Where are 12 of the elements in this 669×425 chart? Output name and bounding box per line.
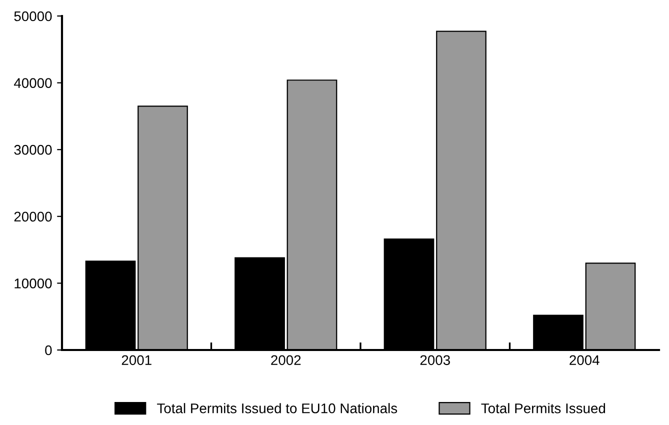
x-tick-label: 2003	[420, 355, 450, 366]
y-tick-label: 40000	[14, 78, 52, 88]
y-tick-label: 20000	[14, 212, 52, 222]
x-tick-label: 2001	[122, 355, 152, 366]
y-tick-label: 0	[45, 345, 52, 356]
x-tick-label: 2002	[271, 355, 301, 366]
x-tick-label: 2004	[570, 355, 600, 366]
legend-label: Total Permits Issued to EU10 Nationals	[157, 403, 398, 414]
y-tick-label: 30000	[14, 144, 52, 155]
y-tick-label: 10000	[14, 278, 52, 288]
y-tick-label: 50000	[14, 11, 52, 22]
legend-label: Total Permits Issued	[481, 403, 606, 414]
